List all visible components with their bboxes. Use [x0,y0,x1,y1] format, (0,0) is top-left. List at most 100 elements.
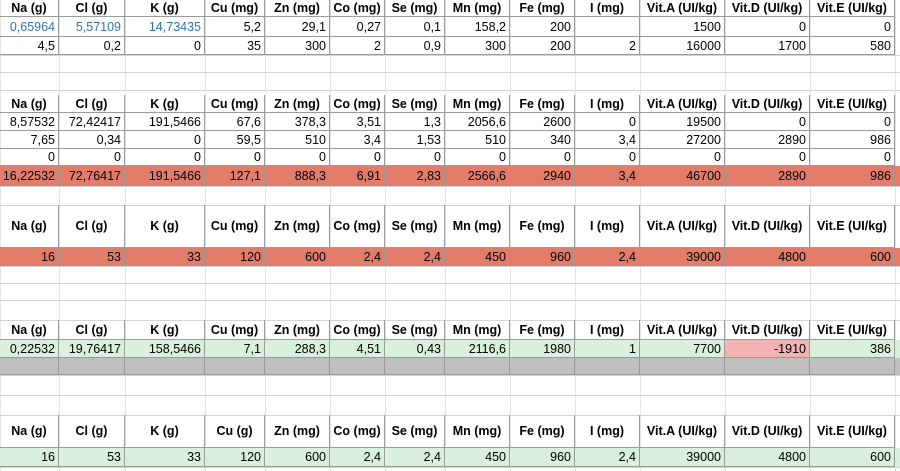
data-cell: 0 [575,113,640,131]
data-cell: 35 [205,37,265,55]
data-cell: 3,4 [575,166,640,186]
data-cell: 16000 [640,37,725,55]
header-cell: Co (mg) [330,415,385,448]
data-cell: 120 [205,248,265,266]
data-cell: 2116,6 [445,340,510,358]
data-cell [510,358,575,375]
header-cell: Vit.A (UI/kg) [640,0,725,17]
data-cell: 1980 [510,340,575,358]
data-cell: 600 [810,248,895,266]
data-cell: 7,65 [0,131,59,149]
header-cell: Se (mg) [385,205,445,248]
header-cell: Mn (mg) [445,415,510,448]
data-cell: 960 [510,448,575,467]
data-cell: 8,57532 [0,113,59,131]
data-cell: 0 [0,149,59,166]
header-cell: Cl (g) [59,415,125,448]
data-cell: 2,4 [575,248,640,266]
data-cell: 288,3 [265,340,330,358]
data-cell: 200 [510,37,575,55]
data-cell: 158,2 [445,17,510,37]
data-cell: 200 [510,17,575,37]
header-cell: Fe (mg) [510,205,575,248]
row-fill [0,448,900,467]
header-cell: Se (mg) [385,95,445,113]
header-cell: Mn (mg) [445,0,510,17]
header-cell: Fe (mg) [510,95,575,113]
data-cell: 600 [265,448,330,467]
header-cell: Na (g) [0,205,59,248]
header-cell: Na (g) [0,0,59,17]
data-cell: 0 [205,149,265,166]
data-cell: 580 [810,37,895,55]
data-cell: 39000 [640,248,725,266]
header-cell: Co (mg) [330,205,385,248]
data-cell: 120 [205,448,265,467]
header-cell: I (mg) [575,95,640,113]
data-cell: 340 [510,131,575,149]
data-cell [125,358,205,375]
data-cell: 16 [0,248,59,266]
data-cell: 191,5466 [125,166,205,186]
data-cell: 7,1 [205,340,265,358]
data-cell: 33 [125,448,205,467]
data-cell: 72,76417 [59,166,125,186]
data-cell: 2600 [510,113,575,131]
data-cell: 16,22532 [0,166,59,186]
row-line [0,186,900,187]
data-cell: 4,51 [330,340,385,358]
data-cell: 59,5 [205,131,265,149]
header-cell: Vit.A (UI/kg) [640,320,725,340]
header-cell: Cl (g) [59,0,125,17]
header-cell: Fe (mg) [510,415,575,448]
header-cell: Vit.E (UI/kg) [810,0,895,17]
data-cell: 2 [575,37,640,55]
data-cell: 67,6 [205,113,265,131]
header-cell: Se (mg) [385,415,445,448]
data-cell: 2,4 [385,448,445,467]
data-cell: 158,5466 [125,340,205,358]
data-cell: 888,3 [265,166,330,186]
row-line [0,395,900,396]
column-line [725,0,726,471]
row-line [0,467,900,468]
header-cell: K (g) [125,320,205,340]
data-cell [575,358,640,375]
header-cell: Vit.E (UI/kg) [810,320,895,340]
data-cell: 0,65964 [0,17,59,37]
data-cell: 53 [59,448,125,467]
header-cell: Na (g) [0,415,59,448]
data-cell: 4,5 [0,37,59,55]
data-cell: 3,4 [330,131,385,149]
row-line [0,320,900,321]
data-cell: 16 [0,448,59,467]
data-cell [575,17,640,37]
header-cell: Mn (mg) [445,95,510,113]
data-cell: 0 [330,149,385,166]
data-cell: 5,57109 [59,17,125,37]
header-cell: I (mg) [575,205,640,248]
header-cell: K (g) [125,415,205,448]
row-line [0,300,900,301]
header-cell: Vit.E (UI/kg) [810,415,895,448]
data-cell: 0 [640,149,725,166]
header-cell: Cu (g) [205,415,265,448]
data-cell: 33 [125,248,205,266]
data-cell: 0,2 [59,37,125,55]
row-line [0,266,900,267]
data-cell: -1910 [725,340,810,358]
data-cell [725,358,810,375]
header-cell: Cl (g) [59,320,125,340]
data-cell: 600 [810,448,895,467]
header-cell: Vit.D (UI/kg) [725,205,810,248]
data-cell: 2,4 [330,448,385,467]
row-line [0,375,900,376]
header-cell: Mn (mg) [445,320,510,340]
data-cell: 510 [445,131,510,149]
header-cell: Zn (mg) [265,95,330,113]
header-cell: Vit.A (UI/kg) [640,205,725,248]
data-cell: 0 [385,149,445,166]
header-cell: Vit.A (UI/kg) [640,415,725,448]
data-cell: 0 [810,149,895,166]
data-cell: 0 [125,131,205,149]
